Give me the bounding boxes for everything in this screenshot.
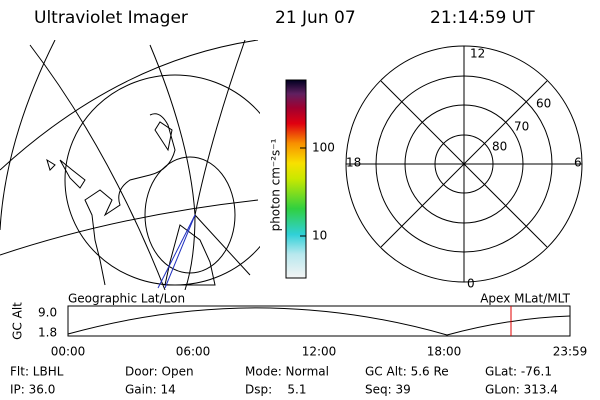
info-field: IP: 36.0	[10, 383, 55, 397]
info-field: Dsp: 5.1	[245, 383, 307, 397]
lat-label: 60	[536, 97, 551, 111]
alt-title: Apex MLat/MLT	[480, 292, 570, 306]
map-line	[149, 44, 196, 290]
alt-y-label: 1.8	[38, 326, 57, 340]
date: 21 Jun 07	[275, 8, 356, 28]
mlt-label: 6	[574, 156, 582, 170]
alt-y-label: 9.0	[38, 306, 57, 320]
info-field: GLon: 313.4	[485, 383, 558, 397]
map-circle	[144, 156, 236, 274]
info-field: Seq: 39	[365, 383, 411, 397]
track	[164, 214, 196, 289]
map-line	[29, 44, 166, 290]
alt-box	[67, 305, 571, 337]
map-line	[194, 40, 246, 216]
time-label: 06:00	[176, 345, 211, 359]
coastline	[84, 113, 176, 286]
title: Ultraviolet Imager	[34, 8, 188, 28]
map	[0, 40, 260, 290]
map-line	[0, 199, 259, 256]
info-field: GC Alt: 5.6 Re	[365, 365, 449, 379]
info-field: Door: Open	[125, 365, 194, 379]
track	[157, 214, 196, 289]
coastline	[59, 159, 86, 189]
time-label: 18:00	[427, 345, 462, 359]
info-field: Flt: LBHL	[10, 365, 64, 379]
map-line	[0, 40, 56, 231]
time-label: 23:59	[553, 345, 588, 359]
coastline	[164, 224, 216, 286]
info: Flt: LBHL Door: Open Mode: Normal GC Alt: 5…	[10, 365, 558, 397]
lat-label: 70	[514, 120, 529, 134]
map-line	[0, 40, 259, 171]
spoke	[380, 80, 548, 248]
time-label: 00:00	[51, 345, 86, 359]
alt-title: Geographic Lat/Lon	[68, 292, 185, 306]
alt-axis-label: GC Alt	[11, 302, 25, 340]
alt-curve	[67, 307, 571, 336]
time-label: 12:00	[302, 345, 337, 359]
colorbar-tick-label: 100	[312, 141, 335, 155]
map-line	[194, 214, 251, 276]
coastline	[46, 158, 56, 171]
colorbar-label: photon cm⁻²s⁻¹	[269, 138, 283, 231]
mlt-label: 18	[346, 156, 361, 170]
coastline	[154, 121, 173, 152]
info-field: Gain: 14	[125, 383, 176, 397]
colorbar-tick-label: 10	[312, 229, 327, 243]
time: 21:14:59 UT	[430, 8, 535, 28]
info-field: GLat: -76.1	[485, 365, 552, 379]
colorbar	[285, 79, 307, 279]
polar-plot: 12 18 6 0 60 70 80	[345, 45, 583, 291]
mlt-label: 12	[470, 47, 485, 61]
mlt-label: 0	[467, 277, 475, 291]
info-field: Mode: Normal	[245, 365, 329, 379]
lat-label: 80	[492, 140, 507, 154]
